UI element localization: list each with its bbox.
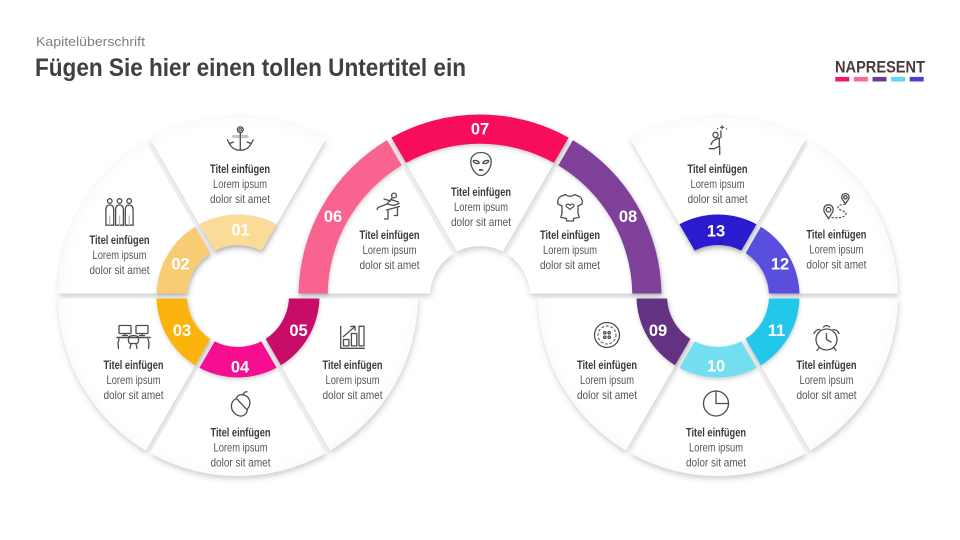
svg-text:NAPRESENT: NAPRESENT (835, 58, 926, 77)
svg-text:dolor sit amet: dolor sit amet (210, 193, 271, 206)
svg-text:Titel einfügen: Titel einfügen (323, 359, 383, 372)
svg-text:Fügen Sie hier einen tollen Un: Fügen Sie hier einen tollen Untertitel e… (35, 54, 466, 82)
svg-text:04: 04 (231, 359, 250, 377)
svg-text:Lorem ipsum: Lorem ipsum (213, 178, 267, 191)
svg-text:Titel einfügen: Titel einfügen (797, 359, 857, 372)
svg-text:13: 13 (707, 223, 725, 241)
svg-text:Titel einfügen: Titel einfügen (806, 229, 866, 242)
svg-text:10: 10 (707, 358, 725, 376)
svg-text:Lorem ipsum: Lorem ipsum (543, 244, 597, 257)
svg-text:02: 02 (171, 256, 189, 274)
svg-text:dolor sit amet: dolor sit amet (323, 389, 384, 402)
svg-text:Lorem ipsum: Lorem ipsum (809, 244, 863, 257)
svg-text:11: 11 (768, 322, 785, 340)
svg-text:12: 12 (771, 256, 789, 274)
svg-text:Lorem ipsum: Lorem ipsum (326, 374, 380, 387)
svg-text:Titel einfügen: Titel einfügen (104, 359, 164, 372)
svg-text:Lorem ipsum: Lorem ipsum (580, 374, 634, 387)
svg-text:Lorem ipsum: Lorem ipsum (93, 249, 147, 262)
svg-text:09: 09 (649, 322, 667, 340)
svg-text:Lorem ipsum: Lorem ipsum (689, 442, 743, 455)
svg-text:dolor sit amet: dolor sit amet (90, 264, 151, 277)
svg-text:01: 01 (231, 222, 249, 240)
svg-text:dolor sit amet: dolor sit amet (577, 389, 638, 402)
svg-text:Kapitelüberschrift: Kapitelüberschrift (36, 35, 146, 49)
svg-text:Titel einfügen: Titel einfügen (686, 427, 746, 440)
svg-text:Lorem ipsum: Lorem ipsum (214, 442, 268, 455)
svg-text:dolor sit amet: dolor sit amet (688, 193, 749, 206)
svg-text:dolor sit amet: dolor sit amet (211, 456, 272, 469)
svg-text:dolor sit amet: dolor sit amet (806, 258, 867, 271)
svg-text:Titel einfügen: Titel einfügen (360, 229, 420, 242)
svg-text:Titel einfügen: Titel einfügen (688, 163, 748, 176)
svg-text:Titel einfügen: Titel einfügen (451, 186, 511, 199)
svg-text:dolor sit amet: dolor sit amet (540, 259, 601, 272)
svg-text:dolor sit amet: dolor sit amet (797, 389, 858, 402)
svg-text:Titel einfügen: Titel einfügen (577, 359, 637, 372)
svg-text:Lorem ipsum: Lorem ipsum (691, 178, 745, 191)
svg-text:08: 08 (619, 208, 637, 226)
svg-text:dolor sit amet: dolor sit amet (360, 259, 421, 272)
svg-text:dolor sit amet: dolor sit amet (104, 389, 165, 402)
svg-text:Lorem ipsum: Lorem ipsum (454, 201, 508, 214)
svg-text:06: 06 (324, 208, 342, 226)
svg-text:Lorem ipsum: Lorem ipsum (363, 244, 417, 257)
svg-text:Lorem ipsum: Lorem ipsum (107, 374, 161, 387)
svg-text:dolor sit amet: dolor sit amet (686, 456, 747, 469)
svg-text:Titel einfügen: Titel einfügen (211, 427, 271, 440)
svg-text:07: 07 (471, 121, 489, 139)
svg-text:Titel einfügen: Titel einfügen (90, 234, 150, 247)
svg-text:03: 03 (173, 322, 191, 340)
svg-text:Titel einfügen: Titel einfügen (540, 229, 600, 242)
svg-text:05: 05 (289, 322, 307, 340)
svg-text:Titel einfügen: Titel einfügen (210, 163, 270, 176)
svg-text:dolor sit amet: dolor sit amet (451, 216, 512, 229)
svg-text:Lorem ipsum: Lorem ipsum (800, 374, 854, 387)
